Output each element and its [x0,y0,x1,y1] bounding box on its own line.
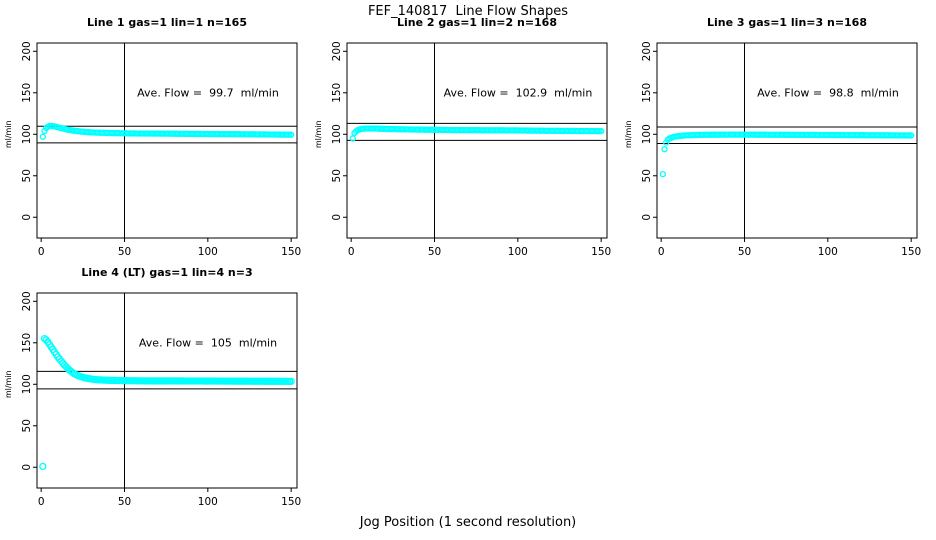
y-tick-label: 100 [21,374,33,394]
panel-line-1-title: Line 1 gas=1 lin=1 n=165 [86,16,247,29]
flow-point [287,377,295,386]
y-axis: 0 50 100 150 200 ml/min [624,41,657,221]
x-axis-label: Jog Position (1 second resolution) [359,515,577,530]
x-tick-label: 100 [198,246,218,258]
x-tick-label: 100 [198,496,218,508]
panel-line-4-title: Line 4 (LT) gas=1 lin=4 n=3 [81,266,253,279]
panel-line-3-plot-area: 0 50 100 150 0 50 100 150 200 ml/min [624,41,921,258]
panel-line-1: Line 1 gas=1 lin=1 n=165 0 50 100 150 0 50 100… [3,16,315,262]
flow-point [349,135,356,142]
y-tick-label: 150 [21,83,33,103]
x-tick-label: 150 [591,246,611,258]
x-tick-label: 150 [281,496,301,508]
reference-lines [657,43,917,238]
plot-box [656,42,918,239]
x-tick-label: 0 [38,246,45,258]
y-tick-label: 100 [331,124,343,144]
panel-line-2: Line 2 gas=1 lin=2 n=168 0 50 100 150 0 50 100… [313,16,625,262]
panel-line-4-avg-flow-annotation: Ave. Flow = 105 ml/min [138,336,278,350]
x-axis: 0 50 100 150 [38,238,301,258]
panel-line-2-title: Line 2 gas=1 lin=2 n=168 [396,16,557,29]
y-tick-label: 50 [331,169,343,182]
flow-point [39,133,46,140]
x-tick-label: 150 [901,246,921,258]
y-tick-label: 0 [21,214,33,221]
y-tick-label: 200 [331,41,343,61]
plot-box [36,42,298,239]
panel-line-3-avg-flow-annotation: Ave. Flow = 98.8 ml/min [757,86,899,100]
x-axis: 0 50 100 150 [38,488,301,508]
y-tick-label: 50 [21,169,33,182]
flow-point [598,127,605,135]
panel-line-3: Line 3 gas=1 lin=3 n=168 0 50 100 150 0 50 100… [623,16,935,262]
flow-points [39,122,295,140]
y-tick-label: 100 [641,124,653,144]
y-axis: 0 50 100 150 200 ml/min [314,41,347,221]
flow-points [39,334,295,471]
reference-lines [37,293,297,488]
flow-point [288,131,295,138]
flow-point [661,146,668,153]
y-tick-label: 0 [21,464,33,471]
y-tick-label: 0 [641,214,653,221]
y-tick-label: 200 [641,41,653,61]
panel-line-2-avg-flow-annotation: Ave. Flow = 102.9 ml/min [443,86,593,100]
x-tick-label: 100 [508,246,528,258]
y-axis: 0 50 100 150 200 ml/min [4,41,37,221]
flow-points [659,131,915,178]
y-axis-label: ml/min [624,120,633,148]
x-axis: 0 50 100 150 [348,238,611,258]
x-tick-label: 50 [738,246,751,258]
figure-title: FEF_140817 Line Flow Shapes [367,4,569,19]
x-tick-label: 50 [428,246,441,258]
panel-line-4-plot-area: 0 50 100 150 0 50 100 150 200 ml/min [4,291,301,508]
panel-line-4: Line 4 (LT) gas=1 lin=4 n=3 0 50 100 150 0 50… [3,266,315,512]
flow-point [659,170,666,178]
y-tick-label: 150 [331,83,343,103]
y-tick-label: 150 [21,333,33,353]
flow-points [349,125,605,142]
x-tick-label: 0 [658,246,665,258]
y-axis-label: ml/min [4,120,13,148]
plot-box [36,292,298,489]
y-axis-label: ml/min [314,120,323,148]
flow-point [908,132,915,139]
panel-line-1-plot-area: 0 50 100 150 0 50 100 150 200 ml/min [4,41,301,258]
y-tick-label: 0 [331,214,343,221]
x-tick-label: 50 [118,246,131,258]
y-axis: 0 50 100 150 200 ml/min [4,291,37,471]
x-tick-label: 50 [118,496,131,508]
x-tick-label: 0 [348,246,355,258]
x-tick-label: 100 [818,246,838,258]
plot-box [346,42,608,239]
reference-lines [37,43,297,238]
x-tick-label: 0 [38,496,45,508]
flow-point [39,462,47,471]
panel-line-3-title: Line 3 gas=1 lin=3 n=168 [706,16,867,29]
y-tick-label: 200 [21,41,33,61]
flow-point [42,336,50,344]
y-axis-label: ml/min [4,370,13,398]
y-tick-label: 100 [21,124,33,144]
x-axis: 0 50 100 150 [658,238,921,258]
y-tick-label: 200 [21,291,33,311]
x-tick-label: 150 [281,246,301,258]
y-tick-label: 50 [641,169,653,182]
panel-line-2-plot-area: 0 50 100 150 0 50 100 150 200 ml/min [314,41,611,258]
y-tick-label: 50 [21,419,33,432]
reference-lines [347,43,607,238]
panel-line-1-avg-flow-annotation: Ave. Flow = 99.7 ml/min [137,86,279,100]
y-tick-label: 150 [641,83,653,103]
